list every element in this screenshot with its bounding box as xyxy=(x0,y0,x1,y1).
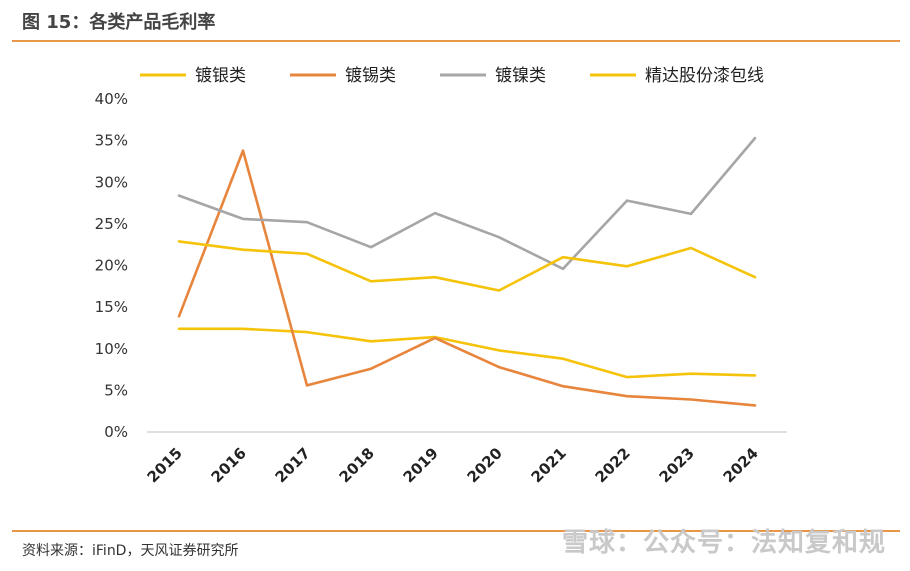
legend-label: 镀镍类 xyxy=(495,66,546,86)
y-tick-label: 25% xyxy=(95,215,128,233)
series-line-1 xyxy=(177,327,757,379)
y-tick-label: 35% xyxy=(95,132,128,150)
y-tick-label: 30% xyxy=(95,173,128,191)
bottom-rule xyxy=(12,530,900,532)
legend-label: 精达股份漆包线 xyxy=(645,66,764,86)
series-line-4 xyxy=(177,240,757,292)
x-tick-label: 2017 xyxy=(272,444,314,486)
y-tick-label: 20% xyxy=(95,257,128,275)
y-tick-label: 0% xyxy=(104,423,128,441)
x-tick-label: 2020 xyxy=(464,444,506,486)
x-tick-label: 2019 xyxy=(400,444,442,486)
x-tick-label: 2023 xyxy=(656,444,698,486)
x-tick-label: 2018 xyxy=(336,444,378,486)
y-tick-label: 40% xyxy=(95,90,128,108)
watermark-text: 雪球：公众号：法知复和规 xyxy=(561,528,886,558)
x-tick-label: 2022 xyxy=(592,444,634,486)
source-note: 资料来源：iFinD，天风证券研究所 xyxy=(22,543,239,559)
y-tick-label: 10% xyxy=(95,340,128,358)
plot-area xyxy=(177,136,757,407)
legend-label: 镀银类 xyxy=(195,66,246,86)
top-rule xyxy=(12,40,900,42)
y-tick-label: 5% xyxy=(104,381,128,399)
line-chart: 镀银类 镀锡类 镀镍类 精达股份漆包线 0% 5% 10% 15% 20% 25% 30% 35% 4… xyxy=(95,66,787,486)
series-line-2 xyxy=(177,149,757,407)
series-line-3 xyxy=(177,136,757,271)
legend-label: 镀锡类 xyxy=(345,66,396,86)
x-tick-label: 2021 xyxy=(528,444,570,486)
x-tick-label: 2024 xyxy=(720,444,762,486)
chart-legend: 镀银类 镀锡类 镀镍类 精达股份漆包线 xyxy=(140,66,764,86)
figure-title: 图 15：各类产品毛利率 xyxy=(22,12,216,33)
x-tick-label: 2015 xyxy=(144,444,186,486)
y-tick-label: 15% xyxy=(95,298,128,316)
x-tick-label: 2016 xyxy=(208,444,250,486)
x-axis: 2015 2016 2017 2018 2019 2020 2021 2022 2023 2024 xyxy=(144,431,787,486)
y-axis: 0% 5% 10% 15% 20% 25% 30% 35% 40% xyxy=(95,90,128,441)
